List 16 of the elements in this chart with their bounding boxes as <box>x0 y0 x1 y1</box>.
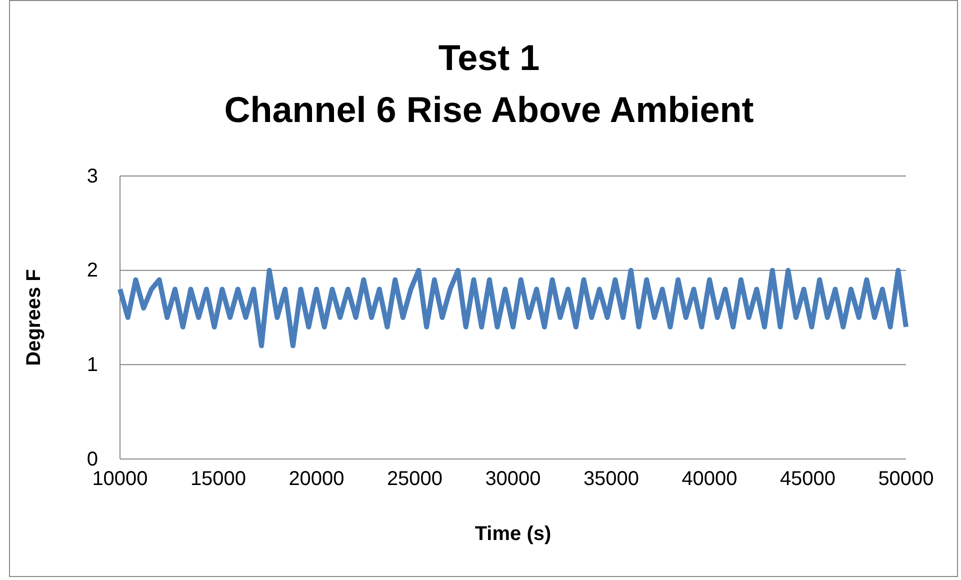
chart-title: Test 1 Channel 6 Rise Above Ambient <box>224 37 754 130</box>
y-tick-label: 2 <box>86 260 98 282</box>
x-tick-label: 20000 <box>288 468 344 490</box>
x-tick-label: 40000 <box>682 468 738 490</box>
x-tick-label: 10000 <box>92 468 148 490</box>
x-tick-label: 45000 <box>780 468 836 490</box>
y-axis-title: Degrees F <box>23 269 45 366</box>
y-tick-label: 3 <box>86 165 98 188</box>
x-tick-label: 35000 <box>583 468 640 490</box>
x-axis-title: Time (s) <box>474 523 552 545</box>
x-tick-label: 50000 <box>878 468 934 490</box>
x-tick-label: 25000 <box>386 468 443 490</box>
y-tick-label: 1 <box>86 354 98 376</box>
y-tick-label: 0 <box>86 448 98 470</box>
x-tick-label: 30000 <box>485 468 541 490</box>
x-tick-label: 15000 <box>190 468 246 490</box>
